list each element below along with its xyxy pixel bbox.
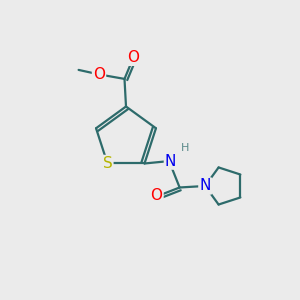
Text: N: N bbox=[200, 178, 211, 194]
Text: O: O bbox=[151, 188, 163, 203]
Text: O: O bbox=[128, 50, 140, 65]
Text: O: O bbox=[93, 67, 105, 82]
Text: N: N bbox=[165, 154, 176, 169]
Text: S: S bbox=[103, 156, 112, 171]
Text: H: H bbox=[181, 143, 189, 154]
